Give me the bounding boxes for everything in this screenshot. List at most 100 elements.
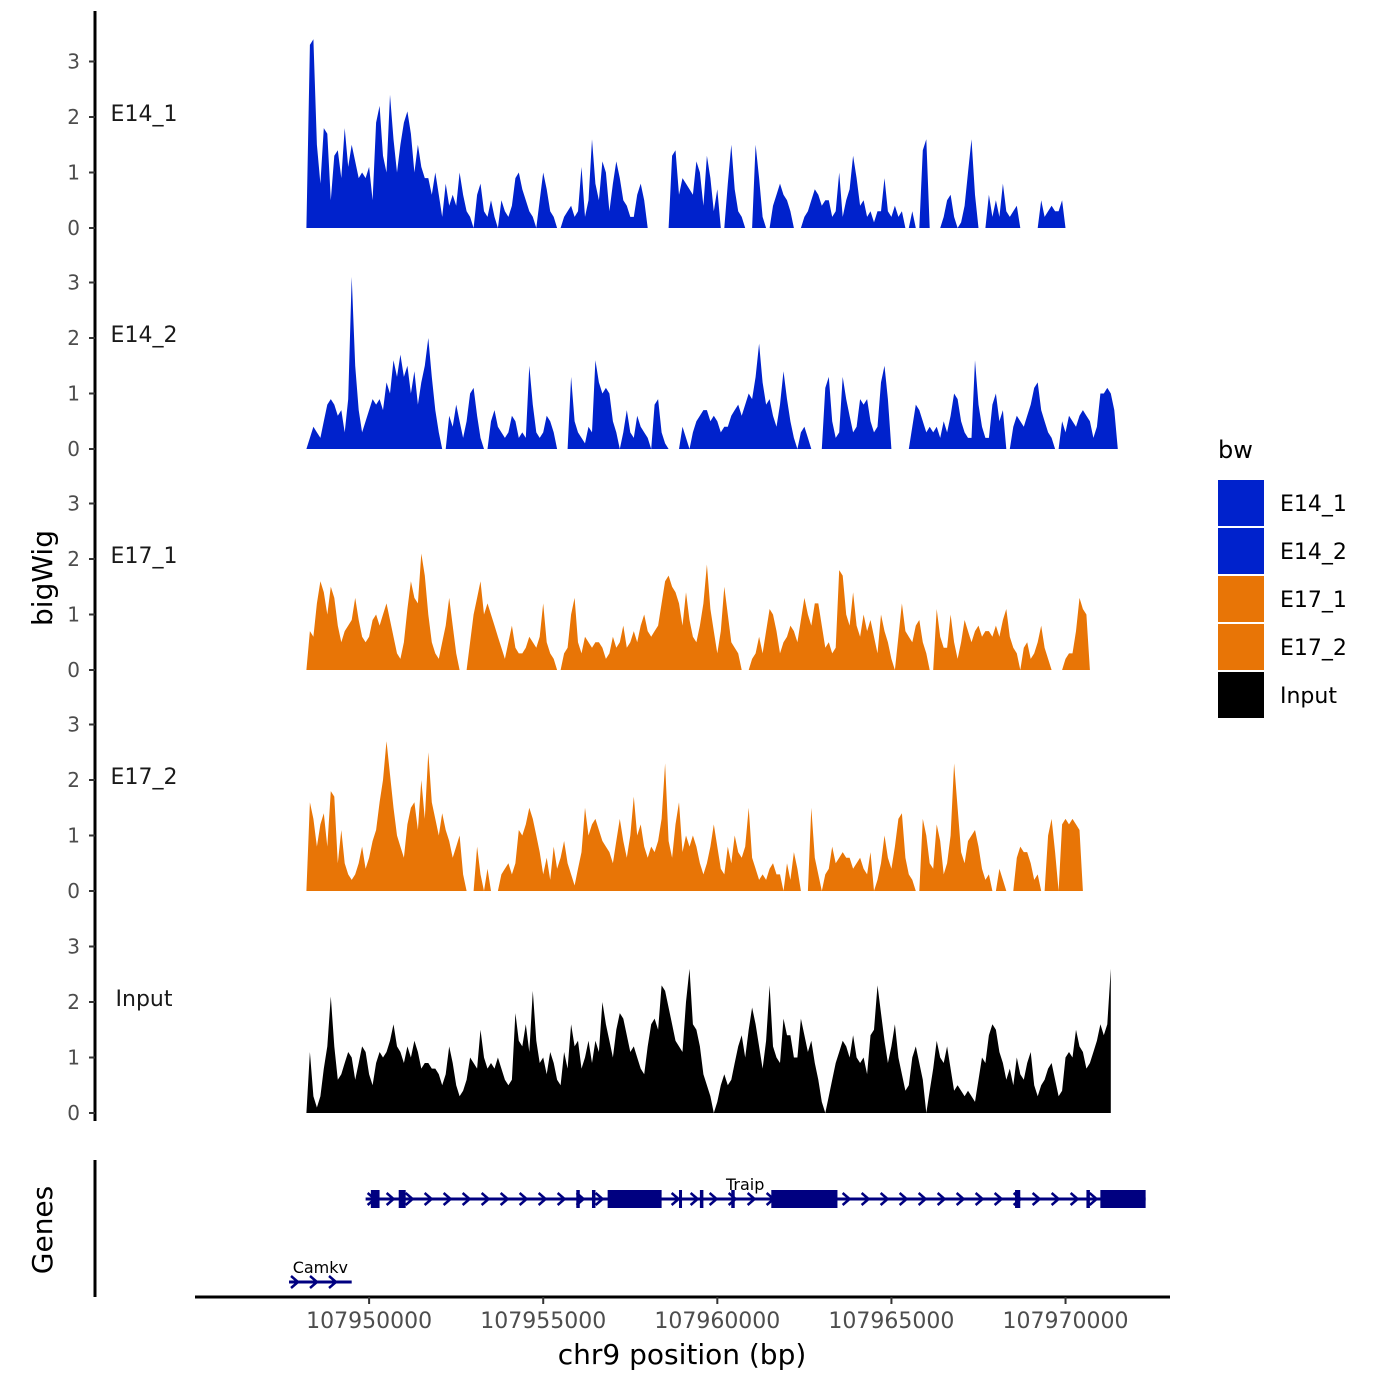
coverage-area (306, 968, 1111, 1113)
x-tick-label: 107970000 (1003, 1309, 1129, 1334)
legend-item-E14_1: E14_1 (1218, 480, 1347, 526)
legend-swatch (1218, 672, 1264, 718)
exon (731, 1190, 735, 1208)
track-label: Input (116, 987, 173, 1012)
strand-arrow (746, 1192, 757, 1206)
strand-arrow (499, 1192, 510, 1206)
signal-tracks: 0 1 2 3 E14_1 0 1 2 3 E14_2 0 1 2 3 E17_1 0 1 2 3 E17_2 0 1 2 3… (67, 11, 1118, 1125)
track-Input: 0 1 2 3 Input (67, 896, 1111, 1125)
exon (699, 1190, 704, 1208)
coverage-area (466, 564, 1056, 670)
strand-arrow (955, 1192, 966, 1206)
exon (576, 1190, 580, 1208)
coverage-area (668, 139, 1021, 228)
strand-arrow (1050, 1192, 1061, 1206)
strand-arrow (727, 1192, 738, 1206)
gene-Camkv: Camkv (289, 1258, 352, 1289)
y-tick-label: 1 (67, 824, 80, 848)
track-E14_2: 0 1 2 3 E14_2 (67, 232, 1118, 461)
exon (398, 1190, 406, 1208)
legend-label: Input (1280, 684, 1337, 709)
strand-arrow (841, 1192, 852, 1206)
strand-arrow (898, 1192, 909, 1206)
x-tick-label: 107955000 (480, 1309, 606, 1334)
coverage-area (306, 741, 467, 891)
y-axis-title: bigWig (26, 530, 59, 626)
y-tick-label: 3 (67, 713, 80, 737)
y-tick-label: 2 (67, 326, 80, 350)
y-tick-label: 2 (67, 990, 80, 1014)
y-tick-label: 1 (67, 161, 80, 185)
gene-name: Camkv (293, 1258, 348, 1277)
coverage-area (1037, 200, 1066, 228)
strand-arrow (670, 1192, 681, 1206)
y-tick-label: 0 (67, 1101, 80, 1125)
y-tick-label: 2 (67, 768, 80, 792)
exon (679, 1190, 683, 1208)
legend-swatch (1218, 624, 1264, 670)
exon (607, 1190, 662, 1208)
legend-label: E14_2 (1280, 540, 1347, 565)
x-tick-label: 107965000 (828, 1309, 954, 1334)
y-tick-label: 2 (67, 547, 80, 571)
genes-axis-title: Genes (26, 1186, 59, 1274)
strand-arrow (1069, 1192, 1080, 1206)
coverage-area (306, 276, 673, 449)
track-label: E17_2 (111, 765, 178, 790)
gene-Traip: Traip (365, 1175, 1146, 1208)
strand-arrow (860, 1192, 871, 1206)
strand-arrow (556, 1192, 567, 1206)
strand-arrow (1088, 1192, 1099, 1206)
legend-label: E14_1 (1280, 492, 1347, 517)
strand-arrow (879, 1192, 890, 1206)
exon (1086, 1190, 1090, 1208)
legend-label: E17_2 (1280, 636, 1347, 661)
strand-arrow (290, 1275, 300, 1289)
x-axis-title: chr9 position (bp) (558, 1338, 807, 1371)
strand-arrow (461, 1192, 472, 1206)
track-E17_1: 0 1 2 3 E17_1 (67, 453, 1090, 682)
y-tick-label: 2 (67, 105, 80, 129)
legend-item-E14_2: E14_2 (1218, 528, 1347, 574)
legend-title: bw (1218, 436, 1253, 464)
y-tick-label: 3 (67, 935, 80, 959)
legend-label: E17_1 (1280, 588, 1347, 613)
gene-track: Camkv Traip (93, 1160, 1146, 1297)
track-E14_1: 0 1 2 3 E14_1 (67, 11, 1066, 240)
strand-arrow (689, 1192, 700, 1206)
coverage-area (1062, 597, 1090, 670)
x-tick-label: 107960000 (654, 1309, 780, 1334)
coverage-area (908, 360, 1118, 449)
y-tick-label: 0 (67, 437, 80, 461)
strand-arrow (518, 1192, 529, 1206)
strand-arrow (404, 1192, 415, 1206)
y-tick-label: 1 (67, 382, 80, 406)
legend-swatch (1218, 480, 1264, 526)
strand-arrow (974, 1192, 985, 1206)
strand-arrow (936, 1192, 947, 1206)
strand-arrow (423, 1192, 434, 1206)
strand-arrow (480, 1192, 491, 1206)
strand-arrow (385, 1192, 396, 1206)
y-tick-label: 0 (67, 216, 80, 240)
legend-item-E17_1: E17_1 (1218, 576, 1347, 622)
strand-arrow (309, 1275, 319, 1289)
exon (771, 1190, 838, 1208)
legend-item-Input: Input (1218, 672, 1337, 718)
y-tick-label: 0 (67, 658, 80, 682)
legend-item-E17_2: E17_2 (1218, 624, 1347, 670)
strand-arrow (917, 1192, 928, 1206)
track-label: E14_2 (111, 323, 178, 348)
gene-name: Traip (725, 1175, 764, 1194)
y-tick-label: 3 (67, 50, 80, 74)
track-label: E17_1 (111, 544, 178, 569)
y-tick-label: 1 (67, 603, 80, 627)
x-tick-label: 107950000 (306, 1309, 432, 1334)
strand-arrow (993, 1192, 1004, 1206)
y-tick-label: 3 (67, 492, 80, 516)
strand-arrow (1031, 1192, 1042, 1206)
strand-arrow (594, 1192, 605, 1206)
strand-arrow (328, 1275, 338, 1289)
y-tick-label: 0 (67, 879, 80, 903)
